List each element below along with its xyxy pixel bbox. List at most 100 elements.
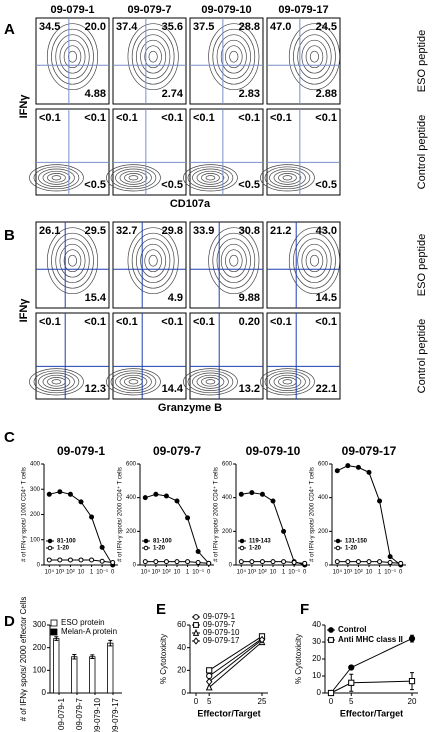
contour <box>278 173 297 183</box>
marker <box>281 559 287 565</box>
quadrant-value: <0.5 <box>238 179 260 191</box>
legend-label: ESO protein <box>61 618 105 627</box>
contour <box>187 370 234 394</box>
quadrant-value: <0.5 <box>84 179 106 191</box>
column-title: 09-079-10 <box>201 4 251 16</box>
y-tick-label: 0 <box>37 563 41 569</box>
y-tick-label: 0 <box>325 563 329 569</box>
marker <box>366 469 372 475</box>
x-tick-label: 10⁴ <box>45 569 55 576</box>
x-tick-label: 10 <box>78 570 85 576</box>
x-tick-label: 10³ <box>248 570 257 576</box>
y-axis-label: # of IFN-γ spots/ 2000 CD4⁺ T cells <box>117 467 124 562</box>
chart-title: 09-079-17 <box>342 444 397 458</box>
y-tick-label: 200 <box>30 512 41 518</box>
x-tick-label: 10² <box>66 570 75 576</box>
x-tick-label: 10⁻¹ <box>192 570 204 576</box>
flow-plot-frame <box>35 312 110 400</box>
quadrant-value: 33.9 <box>193 225 214 237</box>
quadrant-value: 32.7 <box>116 225 137 237</box>
contour <box>212 232 256 289</box>
column-title: 09-079-17 <box>278 4 328 16</box>
x-tick-label: 10² <box>354 570 363 576</box>
contour <box>144 45 162 69</box>
contour <box>140 39 167 74</box>
quadrant-value: 26.1 <box>39 225 60 237</box>
contour <box>42 170 71 185</box>
marker <box>185 515 191 521</box>
legend-label: 1-20 <box>249 546 262 552</box>
y-tick-label: 600 <box>222 462 233 468</box>
marker <box>143 545 149 551</box>
series-line <box>208 638 263 677</box>
flow-plot-frame <box>112 108 187 196</box>
y-tick-label: 20 <box>177 665 186 674</box>
quadrant-value: 29.8 <box>162 225 183 237</box>
contour <box>38 168 75 187</box>
contour <box>110 370 157 394</box>
marker <box>239 538 245 544</box>
flow-plot-frame <box>189 221 264 309</box>
marker <box>163 493 169 499</box>
y-tick-label: 200 <box>33 643 47 652</box>
contour <box>293 28 336 85</box>
quadrant-value: 9.88 <box>239 292 260 304</box>
panel-label: B <box>4 227 15 244</box>
error-bar <box>72 653 77 660</box>
contour <box>51 28 94 85</box>
marker <box>259 559 265 565</box>
x-tick-label: 10⁴ <box>237 569 247 576</box>
contour <box>216 238 251 284</box>
x-axis-label: Effector/Target <box>197 708 260 718</box>
contour <box>29 368 84 396</box>
contour <box>131 28 175 85</box>
x-tick-label: 10 <box>174 570 181 576</box>
flow-plot-frame <box>266 108 341 196</box>
contour <box>225 249 243 273</box>
panel-label: D <box>4 613 15 630</box>
series-line <box>208 641 263 688</box>
marker <box>46 557 52 563</box>
contour <box>51 232 94 289</box>
row-label: Control peptide <box>416 319 428 394</box>
legend-label: 09-079-10 <box>203 628 240 637</box>
contour <box>192 372 229 391</box>
contour <box>212 28 256 85</box>
contour <box>282 379 293 385</box>
contour <box>229 50 239 63</box>
x-tick-label: 0 <box>194 697 199 706</box>
quadrant-value: 37.5 <box>193 21 214 33</box>
marker <box>355 559 361 565</box>
contour <box>106 368 161 396</box>
contour <box>115 168 152 187</box>
legend-label: 09-079-1 <box>203 612 236 621</box>
legend-label: 1-20 <box>153 546 166 552</box>
y-axis-label: % Cytotoxicity <box>159 634 168 684</box>
marker <box>174 498 180 504</box>
y-tick-label: 600 <box>318 462 329 468</box>
bar <box>89 656 96 694</box>
chart-title: 09-079-7 <box>153 444 201 458</box>
quadrant-value: <0.1 <box>315 112 337 124</box>
contour <box>220 243 247 278</box>
marker <box>328 627 334 633</box>
marker <box>387 559 393 565</box>
quadrant-value: <0.1 <box>84 316 106 328</box>
contour <box>63 249 82 273</box>
marker <box>206 560 212 566</box>
quadrant-value: 22.1 <box>316 383 337 395</box>
x-tick-label: 09-079-10 <box>93 697 102 732</box>
x-tick-label: 0 <box>303 570 307 576</box>
row-label: ESO peptide <box>416 234 428 296</box>
panel-label: A <box>4 21 15 38</box>
quadrant-value: <0.1 <box>161 316 183 328</box>
contour <box>183 164 238 192</box>
y-tick-label: 600 <box>126 462 137 468</box>
marker <box>46 491 52 497</box>
quadrant-value: <0.1 <box>84 112 106 124</box>
marker <box>348 664 355 671</box>
marker <box>258 635 266 644</box>
error-bar <box>108 639 113 647</box>
contour <box>208 227 260 295</box>
